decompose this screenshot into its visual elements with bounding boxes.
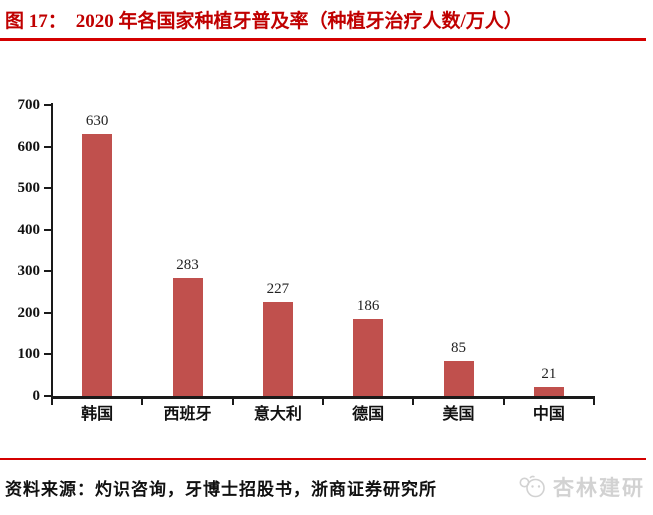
x-category-label: 西班牙	[163, 406, 212, 423]
source-text: 资料来源：灼识咨询，牙博士招股书，浙商证券研究所	[5, 479, 437, 499]
x-category-label: 美国	[442, 406, 475, 423]
x-tick	[231, 396, 234, 405]
bar-value-label: 283	[176, 257, 199, 274]
y-tick-label: 600	[17, 138, 41, 155]
bar-value-label: 85	[451, 339, 466, 356]
bar	[172, 278, 203, 396]
figure-title-text: 2020 年各国家种植牙普及率（种植牙治疗人数/万人）	[75, 11, 523, 32]
x-category-label: 德国	[352, 406, 385, 423]
x-tick	[51, 396, 53, 405]
bar-value-label: 21	[541, 366, 557, 383]
x-tick	[322, 396, 324, 405]
y-tick	[44, 228, 51, 231]
y-tick-label: 200	[17, 304, 41, 321]
y-tick	[44, 104, 51, 106]
bar	[262, 301, 293, 396]
x-tick	[593, 396, 595, 405]
y-tick-label: 500	[17, 180, 41, 197]
title-rule	[0, 38, 646, 41]
y-axis	[51, 103, 53, 399]
watermark-text: 杏林建研	[553, 476, 645, 500]
bar-value-label: 630	[85, 113, 109, 130]
footer: 资料来源：灼识咨询，牙博士招股书，浙商证券研究所 杏林建研	[5, 472, 645, 502]
y-tick-label: 300	[17, 263, 41, 280]
bar-value-label: 227	[266, 280, 290, 297]
bar	[82, 134, 113, 396]
x-category-label: 中国	[532, 406, 565, 423]
bar	[443, 360, 474, 396]
bar-value-label: 186	[356, 297, 380, 314]
bar	[353, 318, 384, 396]
y-tick	[44, 353, 51, 356]
x-category-label: 韩国	[81, 406, 114, 423]
x-tick	[141, 396, 144, 405]
watermark-logo-icon	[519, 475, 545, 498]
y-tick-label: 0	[32, 388, 41, 404]
footer-rule	[0, 458, 646, 460]
y-tick-label: 400	[17, 221, 41, 238]
y-tick-label: 700	[17, 97, 41, 113]
y-tick	[44, 145, 51, 148]
x-category-label: 意大利	[253, 406, 302, 423]
y-tick	[44, 187, 51, 190]
y-tick	[44, 270, 51, 273]
watermark: 杏林建研	[518, 472, 645, 502]
figure-label: 图 17：	[5, 11, 67, 32]
x-tick	[412, 396, 415, 405]
bar	[533, 387, 564, 396]
y-tick	[44, 395, 51, 397]
y-tick-label: 100	[17, 346, 41, 363]
figure-title: 图 17： 2020 年各国家种植牙普及率（种植牙治疗人数/万人）	[5, 6, 648, 33]
y-tick	[44, 311, 51, 314]
x-tick	[502, 396, 505, 405]
